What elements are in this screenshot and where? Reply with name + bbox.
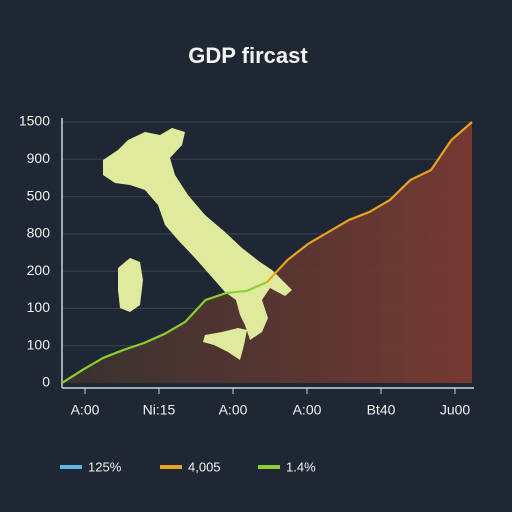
- legend: 125% 4,005 1.4%: [60, 459, 316, 474]
- x-tick-label: A:00: [293, 402, 322, 418]
- line-series: [61, 281, 268, 384]
- y-tick-label: 200: [27, 262, 51, 278]
- legend-label: 4,005: [188, 459, 221, 474]
- y-tick-label: 100: [27, 299, 51, 315]
- y-tick-label: 800: [27, 225, 51, 241]
- line-series: [266, 121, 473, 283]
- y-tick-label: 500: [27, 187, 51, 203]
- legend-swatch: [60, 465, 82, 469]
- map-decoration: [103, 128, 292, 360]
- y-tick-label: 1500: [19, 113, 50, 129]
- legend-swatch: [258, 465, 280, 469]
- legend-label: 1.4%: [286, 459, 316, 474]
- x-tick-label: A:00: [71, 402, 100, 418]
- x-tick-label: Bt40: [367, 402, 396, 418]
- legend-swatch: [160, 465, 182, 469]
- x-tick-label: Ni:15: [143, 402, 176, 418]
- y-tick-label: 100: [27, 336, 51, 352]
- y-tick-label: 0: [42, 374, 50, 390]
- chart-title: GDP fircast: [188, 43, 308, 68]
- x-tick-label: A:00: [219, 402, 248, 418]
- x-tick-label: Ju00: [440, 402, 471, 418]
- area-fill: [62, 122, 472, 383]
- legend-label: 125%: [88, 459, 122, 474]
- y-tick-label: 900: [27, 150, 51, 166]
